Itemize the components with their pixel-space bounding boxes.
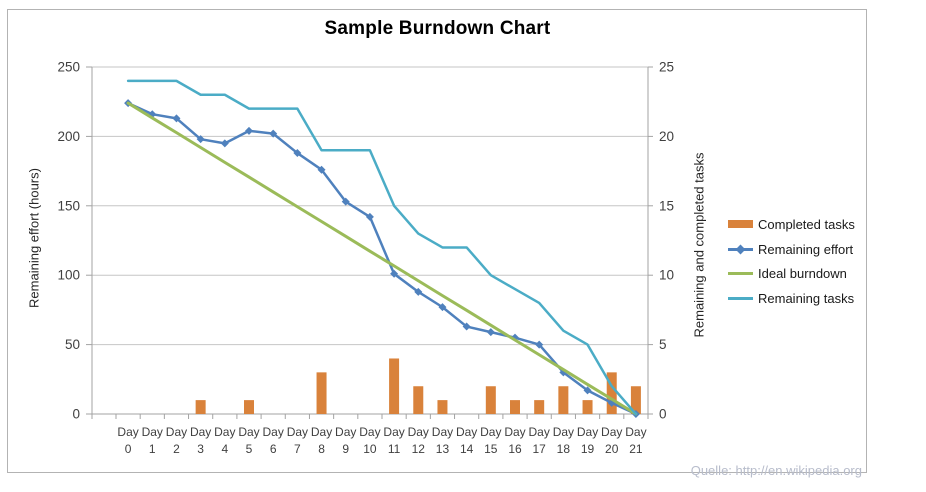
chart-title: Sample Burndown Chart	[324, 18, 551, 39]
legend-item-remaining-effort: Remaining effort	[728, 241, 854, 257]
legend-item-ideal-burndown: Ideal burndown	[728, 265, 847, 281]
right-axis-title: Remaining and completed tasks	[691, 152, 707, 338]
line-swatch-icon	[728, 266, 753, 280]
line-swatch-icon	[728, 291, 753, 305]
chart-frame	[7, 9, 867, 473]
source-note: Quelle: http://en.wikipedia.org	[690, 463, 862, 478]
legend-label: Remaining effort	[758, 241, 854, 257]
diamond-marker-icon	[735, 244, 746, 255]
left-axis-title: Remaining effort (hours)	[26, 168, 42, 308]
legend-item-remaining-tasks: Remaining tasks	[728, 290, 855, 306]
legend-label: Completed tasks	[758, 216, 855, 232]
legend-item-completed-tasks: Completed tasks	[728, 216, 855, 232]
legend-label: Ideal burndown	[758, 265, 847, 281]
line-swatch-icon	[728, 242, 753, 256]
bar-swatch-icon	[728, 217, 753, 231]
legend-label: Remaining tasks	[758, 290, 855, 306]
